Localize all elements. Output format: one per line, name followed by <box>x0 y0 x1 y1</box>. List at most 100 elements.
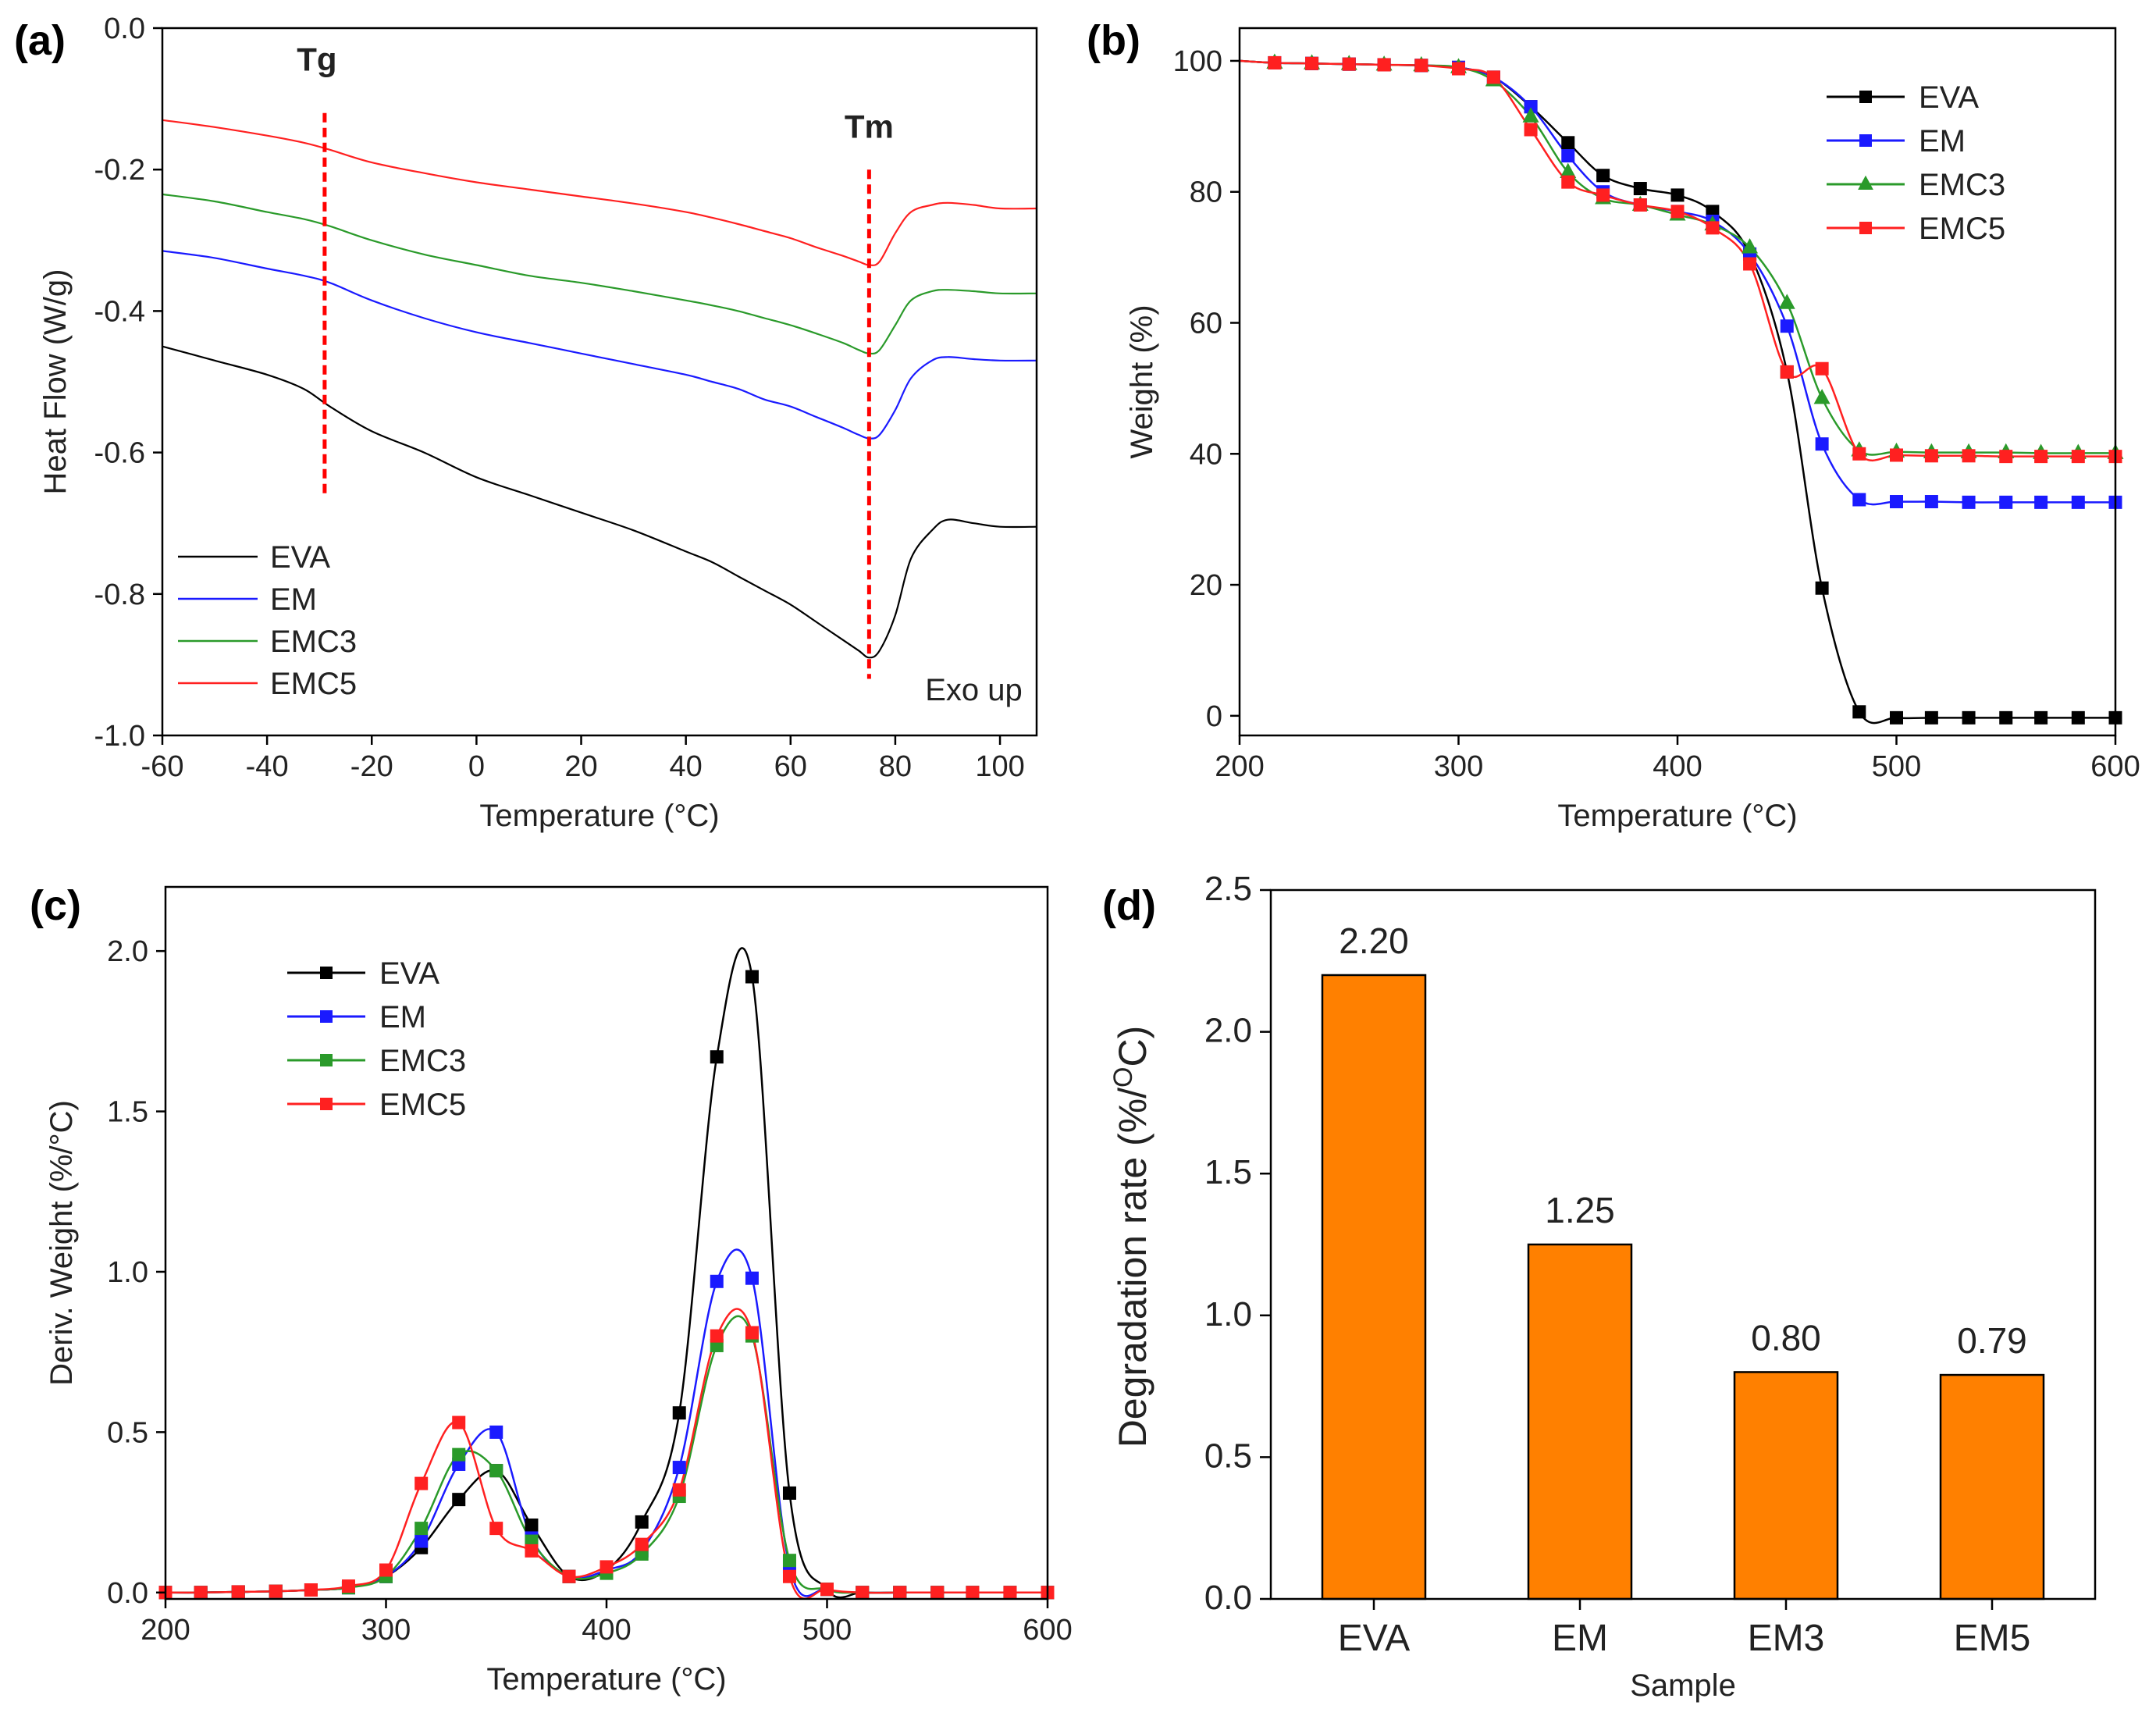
data-point-emc5 <box>414 1476 429 1490</box>
series-line-emc5 <box>162 119 1037 266</box>
legend-label-emc5: EMC5 <box>379 1088 466 1122</box>
legend-label-em: EM <box>270 582 317 617</box>
y-tick-label: 60 <box>1190 308 1222 340</box>
bar-em <box>1527 1243 1633 1600</box>
data-point-em <box>1561 149 1575 163</box>
data-point-eva <box>452 1493 466 1507</box>
legend-marker-em <box>1859 134 1872 147</box>
category-label: EVA <box>1338 1618 1410 1659</box>
x-tick-label: 500 <box>802 1614 852 1647</box>
data-point-emc5 <box>782 1569 796 1583</box>
series-line-em <box>162 250 1037 440</box>
data-point-emc5 <box>930 1586 945 1600</box>
data-point-emc5 <box>1815 361 1829 376</box>
y-tick-label: 0.0 <box>107 1577 148 1610</box>
data-point-em <box>1815 437 1829 451</box>
data-point-emc5 <box>2071 450 2085 464</box>
series-line-emc3 <box>162 193 1037 355</box>
legend-label-emc5: EMC5 <box>270 667 357 701</box>
plot-frame-d <box>1269 888 2097 1600</box>
data-point-emc3 <box>1778 294 1795 309</box>
series-line-eva <box>165 947 1048 1599</box>
series-line-eva <box>162 345 1037 659</box>
data-point-emc5 <box>745 1326 759 1340</box>
data-point-em <box>745 1271 759 1285</box>
y-axis-title: Deriv. Weight (%/°C) <box>44 1100 79 1386</box>
data-point-eva <box>1633 182 1647 196</box>
data-point-emc3 <box>1813 389 1830 404</box>
x-tick-label: 100 <box>975 750 1024 783</box>
data-point-emc5 <box>562 1569 576 1583</box>
legend-marker-eva <box>1859 91 1872 103</box>
x-tick-label: 300 <box>1434 750 1483 783</box>
x-axis-title: Temperature (°C) <box>479 799 719 833</box>
y-axis-title: Heat Flow (W/g) <box>38 269 73 495</box>
data-point-em <box>1890 495 1903 509</box>
x-tick-label: -20 <box>350 750 393 783</box>
plot-frame-c <box>164 885 1049 1600</box>
data-point-em <box>1852 493 1866 507</box>
x-tick-label: 300 <box>361 1614 411 1647</box>
bar-em3 <box>1733 1371 1839 1600</box>
plot-frame-b <box>1238 27 2117 737</box>
y-tick-label: 0.0 <box>1204 1579 1252 1617</box>
data-point-emc3 <box>1522 107 1539 123</box>
legend-label-emc5: EMC5 <box>1919 212 2005 246</box>
data-point-emc3 <box>489 1464 503 1478</box>
panel-label-d: (d) <box>1102 882 1156 929</box>
x-tick-label: 200 <box>1215 750 1264 783</box>
data-point-emc5 <box>1852 447 1866 461</box>
bar-value-label: 1.25 <box>1545 1190 1615 1230</box>
bar-value-label: 0.80 <box>1751 1317 1821 1358</box>
x-tick-label: 0 <box>468 750 485 783</box>
x-tick-label: 200 <box>141 1614 190 1647</box>
legend-label-emc3: EMC3 <box>1919 168 2005 202</box>
series-line-emc3 <box>165 1315 1048 1594</box>
data-point-eva <box>1596 169 1610 183</box>
panel-a-heat-flow-chart: Tg Tm Exo up -60 -40 -20 0 20 40 60 80 100 0.0 -0.2 -0… <box>14 12 1038 833</box>
data-point-em <box>2071 495 2085 509</box>
x-tick-label: 600 <box>1023 1614 1072 1647</box>
data-point-eva <box>1815 581 1829 595</box>
data-point-emc5 <box>1003 1586 1017 1600</box>
data-point-emc3 <box>414 1522 429 1536</box>
data-point-emc5 <box>1962 449 1976 463</box>
data-point-emc5 <box>194 1586 208 1600</box>
x-tick-label: -40 <box>246 750 289 783</box>
y-tick-label: 0.5 <box>107 1416 148 1449</box>
data-point-emc5 <box>672 1483 686 1497</box>
y-tick-label: 2.0 <box>1204 1012 1252 1050</box>
data-point-em <box>1780 319 1794 333</box>
data-point-emc5 <box>1268 55 1282 69</box>
series-line-emc5 <box>165 1308 1048 1600</box>
data-point-eva <box>1999 710 2013 725</box>
data-point-em <box>672 1461 686 1475</box>
data-point-emc5 <box>1924 449 1938 463</box>
data-point-em <box>710 1274 724 1288</box>
data-point-eva <box>2034 710 2048 725</box>
data-point-eva <box>635 1515 649 1529</box>
y-tick-label: 2.5 <box>1204 870 1252 908</box>
x-tick-label: 600 <box>2090 750 2140 783</box>
bar-eva <box>1321 974 1427 1600</box>
data-point-emc5 <box>1596 188 1610 202</box>
data-point-emc5 <box>379 1563 393 1577</box>
exo-up-label: Exo up <box>925 673 1023 707</box>
data-point-emc5 <box>599 1560 614 1574</box>
bar-value-label: 2.20 <box>1339 920 1409 961</box>
x-tick-label: 400 <box>1653 750 1702 783</box>
y-axis-title-part: Degradation rate (%/ <box>1111 1088 1154 1447</box>
legend-label-eva: EVA <box>1919 80 1979 115</box>
data-point-emc5 <box>1414 59 1428 73</box>
legend-label-eva: EVA <box>270 540 330 575</box>
series-line-emc3 <box>1239 59 2115 456</box>
panel-d-degradation-rate-chart: 2.20 EVA 1.25 EM 0.80 EM3 0.79 EM5 0.0 0.5 1.0 1.5 2… <box>1102 870 2097 1703</box>
y-tick-label: -1.0 <box>94 720 145 753</box>
legend-marker-eva <box>320 967 333 979</box>
y-tick-label: -0.6 <box>94 437 145 470</box>
panel-label-b: (b) <box>1087 17 1140 64</box>
panel-label-a: (a) <box>14 17 66 64</box>
y-axis-title-part: C) <box>1111 1026 1154 1067</box>
data-point-emc5 <box>341 1579 355 1593</box>
x-tick-label: 400 <box>582 1614 631 1647</box>
